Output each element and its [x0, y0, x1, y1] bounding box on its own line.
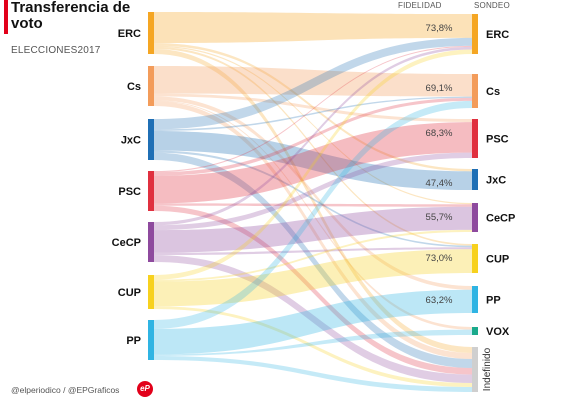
- fidelity-value-cs: 69,1%: [426, 83, 453, 94]
- target-label-cup: CUP: [486, 254, 509, 266]
- fidelity-value-psc: 68,3%: [426, 128, 453, 139]
- target-label-cs: Cs: [486, 86, 500, 98]
- column-header-sondeo: SONDEO: [474, 1, 510, 10]
- chart-title: Transferencia de voto: [11, 0, 131, 32]
- source-label-erc: ERC: [118, 28, 141, 40]
- flow-cecp-to-erc: [154, 46, 472, 226]
- target-label-cecp: CeCP: [486, 213, 515, 225]
- column-header-fidelity: FIDELIDAD: [398, 1, 442, 10]
- flow-psc-to-cs: [154, 97, 472, 176]
- target-node-jxc: [472, 169, 478, 190]
- flow-jxc-to-erc: [154, 37, 472, 130]
- label-layer: ERC Cs JxC PSC CeCP CUP PP ERC 73,8% Cs 69,1% PSC 68…: [112, 23, 516, 391]
- flow-cup-to-cecp: [154, 229, 472, 282]
- source-node-cs: [148, 66, 154, 106]
- source-label-cs: Cs: [127, 81, 141, 93]
- flow-jxc-to-cup: [154, 150, 472, 248]
- flow-erc-to-cecp: [154, 45, 472, 205]
- target-label-vox: VOX: [486, 326, 510, 338]
- target-label-psc: PSC: [486, 134, 509, 146]
- source-label-cecp: CeCP: [112, 237, 141, 249]
- source-node-erc: [148, 12, 154, 54]
- source-node-cecp: [148, 222, 154, 262]
- flow-erc-to-jxc: [154, 43, 472, 172]
- flow-pp-to-pp: [154, 289, 472, 355]
- flow-psc-to-cecp: [154, 203, 472, 207]
- flow-cs-to-cs: [154, 66, 472, 97]
- flow-cs-to-psc: [154, 93, 472, 123]
- title-accent-bar: [4, 0, 8, 34]
- flow-cs-to-indefinido: [154, 101, 472, 359]
- target-node-erc: [472, 14, 478, 54]
- source-label-jxc: JxC: [121, 135, 141, 147]
- flow-cup-to-erc: [154, 49, 472, 280]
- flow-cecp-to-indefinido: [154, 255, 472, 383]
- fidelity-value-pp: 63,2%: [426, 295, 453, 306]
- fidelity-value-erc: 73,8%: [426, 23, 453, 34]
- target-node-psc: [472, 119, 478, 158]
- flow-psc-to-erc: [154, 45, 472, 173]
- target-node-pp: [472, 286, 478, 313]
- target-label-erc: ERC: [486, 29, 509, 41]
- target-node-cs: [472, 74, 478, 108]
- target-label-indefinido: Indefinido: [482, 347, 493, 391]
- flow-psc-to-psc: [154, 122, 472, 204]
- flow-jxc-to-indefinido: [154, 152, 472, 368]
- flow-cecp-to-cup: [154, 247, 472, 256]
- source-label-cup: CUP: [118, 287, 141, 299]
- chart-subtitle: ELECCIONES2017: [11, 45, 101, 56]
- flow-erc-to-indefinido: [154, 48, 472, 354]
- target-node-vox: [472, 327, 478, 335]
- flow-cs-to-pp: [154, 96, 472, 290]
- source-label-psc: PSC: [118, 186, 141, 198]
- flow-cup-to-indefinido: [154, 306, 472, 387]
- source-node-jxc: [148, 119, 154, 160]
- flow-erc-to-erc: [154, 12, 472, 44]
- source-node-psc: [148, 171, 154, 211]
- flow-cecp-to-cecp: [154, 206, 472, 253]
- target-node-cup: [472, 244, 478, 273]
- flow-layer: [154, 12, 472, 392]
- target-node-cecp: [472, 203, 478, 232]
- fidelity-value-cecp: 55,7%: [426, 212, 453, 223]
- fidelity-value-cup: 73,0%: [426, 253, 453, 264]
- node-layer: [148, 12, 478, 392]
- source-node-cup: [148, 275, 154, 309]
- flow-cs-to-vox: [154, 100, 472, 330]
- flow-erc-to-cup: [154, 46, 472, 246]
- target-node-indefinido: [472, 347, 478, 392]
- flow-cecp-to-psc: [154, 152, 472, 231]
- flow-psc-to-indefinido: [154, 205, 472, 375]
- flow-pp-to-indefinido: [154, 355, 472, 392]
- flow-jxc-to-cs: [154, 96, 472, 131]
- flow-pp-to-vox: [154, 329, 472, 356]
- source-node-pp: [148, 320, 154, 360]
- flow-pp-to-cs: [154, 100, 472, 329]
- flow-jxc-to-jxc: [154, 130, 472, 190]
- publisher-logo: eP: [137, 381, 153, 397]
- target-label-pp: PP: [486, 295, 501, 307]
- fidelity-value-jxc: 47,4%: [426, 178, 453, 189]
- footer-credit: @elperiodico / @EPGraficos: [11, 385, 120, 395]
- target-label-jxc: JxC: [486, 175, 506, 187]
- flow-cup-to-cup: [154, 249, 472, 307]
- source-label-pp: PP: [126, 335, 141, 347]
